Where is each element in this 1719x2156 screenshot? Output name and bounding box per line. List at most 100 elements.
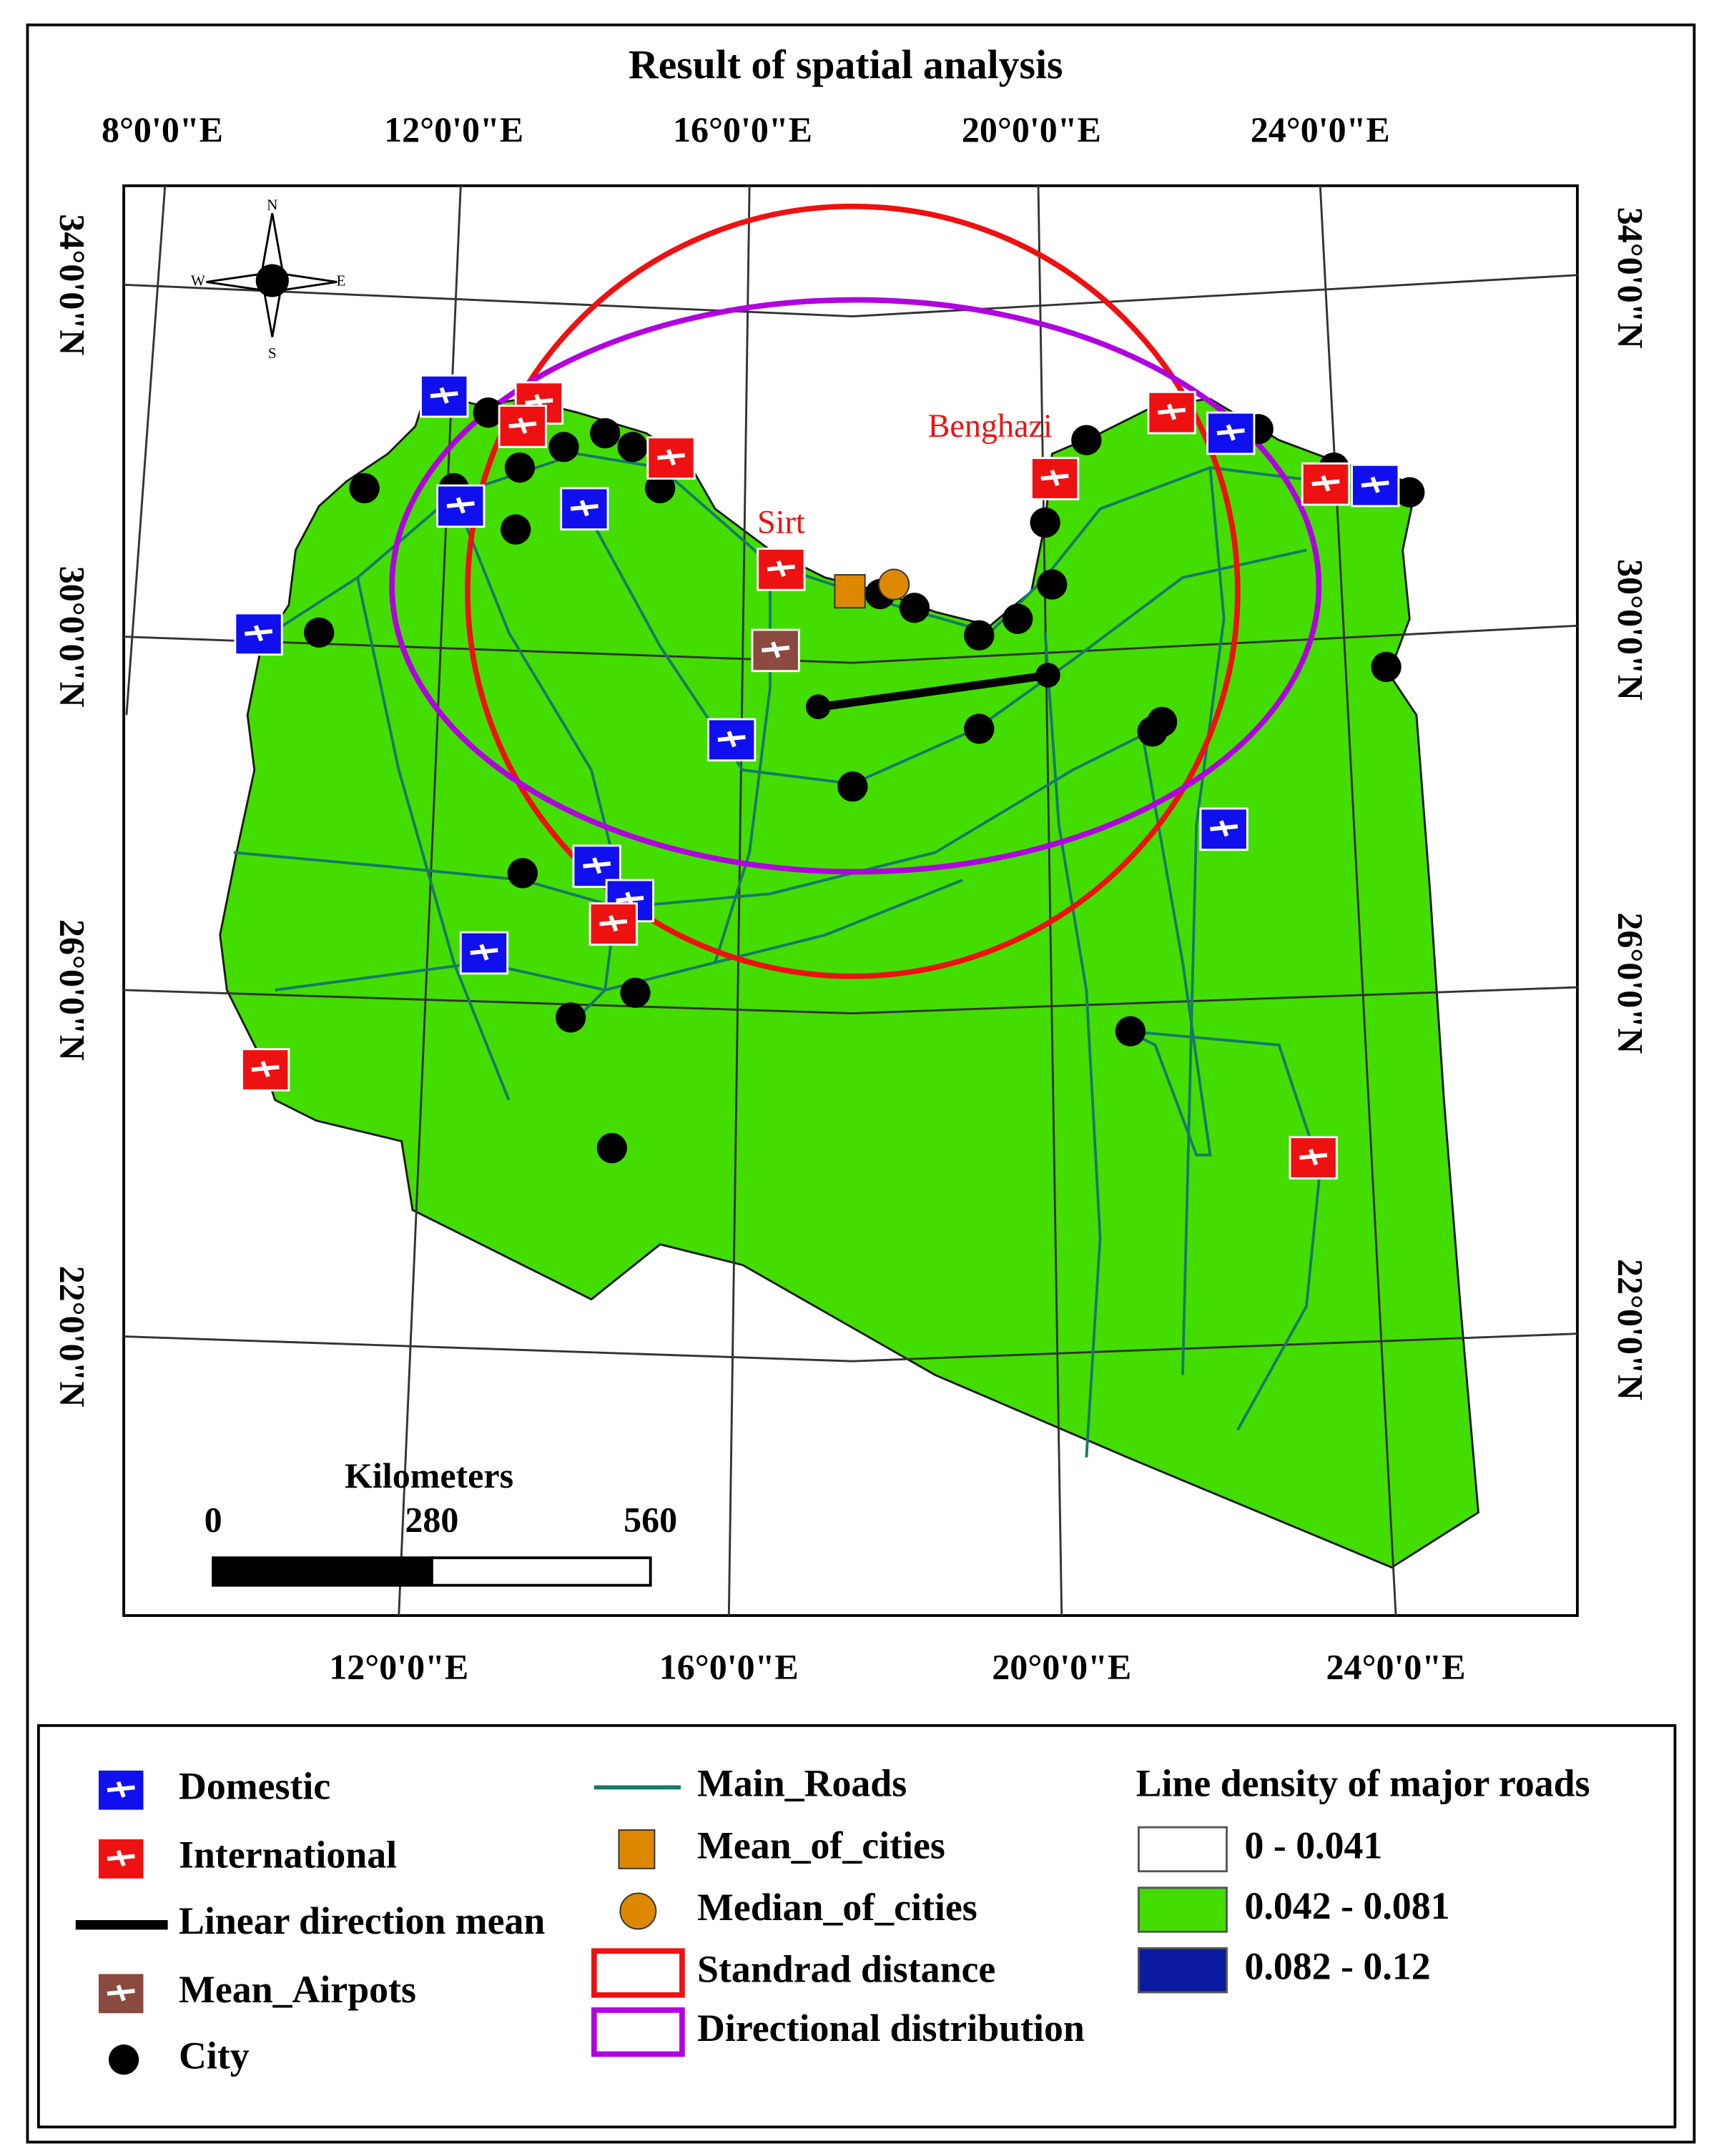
- legend-label: City: [179, 2034, 250, 2077]
- longitude-label: 16°0'0"E: [673, 109, 812, 149]
- city-point: [899, 593, 930, 623]
- airport-icon: [717, 731, 746, 748]
- latitude-label: 26°0'0"N: [53, 919, 93, 1061]
- direction-end: [805, 694, 831, 720]
- density-title: Line density of major roads: [1136, 1762, 1590, 1805]
- legend-label: International: [179, 1834, 397, 1876]
- main-road: [576, 494, 977, 786]
- airport-icon: [107, 1849, 135, 1866]
- city-point: [1115, 1016, 1146, 1047]
- airport-icon: [657, 449, 686, 466]
- city-point: [555, 1002, 586, 1033]
- city-point: [473, 397, 503, 428]
- city-point: [304, 617, 335, 648]
- compass-letter: N: [267, 197, 277, 214]
- city-point: [504, 452, 536, 483]
- scale-bar-black: [212, 1556, 433, 1587]
- legend-label: Linear direction mean: [179, 1899, 545, 1942]
- main-road: [714, 563, 772, 964]
- airport-icon: [583, 857, 611, 874]
- legend-international-icon: [97, 1837, 146, 1881]
- median-of-cities: [877, 568, 910, 600]
- latitude-label: 34°0'0"N: [53, 214, 93, 355]
- standard-distance-circle: [465, 203, 1241, 979]
- longitude-line: [727, 185, 751, 1616]
- main-road: [1181, 467, 1226, 1375]
- scale-tick-label: 280: [405, 1500, 458, 1540]
- domestic-airport: [436, 484, 486, 528]
- city-point: [620, 977, 651, 1008]
- legend-label: Domestic: [179, 1765, 330, 1808]
- linear-direction-mean: [810, 669, 1060, 713]
- airport-icon: [446, 497, 475, 514]
- airport-icon: [1361, 476, 1389, 493]
- legend-frame: [36, 1724, 1677, 2129]
- place-label: Benghazi: [928, 407, 1053, 444]
- longitude-line: [398, 185, 462, 1616]
- longitude-line: [1319, 185, 1397, 1616]
- directional-distribution-ellipse: [389, 297, 1322, 875]
- city-point: [1071, 425, 1102, 455]
- city-point: [837, 771, 868, 802]
- density-swatch: [1137, 1947, 1228, 1994]
- legend-city-icon: [108, 2044, 139, 2075]
- longitude-label: 12°0'0"E: [329, 1646, 468, 1686]
- density-class-label: 0.082 - 0.12: [1244, 1945, 1430, 1988]
- main-road: [275, 879, 963, 992]
- direction-end: [1035, 663, 1060, 688]
- legend-label: Mean_of_cities: [697, 1824, 945, 1866]
- scale-tick-label: 560: [624, 1500, 677, 1540]
- legend-label: Directional distribution: [697, 2007, 1085, 2049]
- airport-icon: [767, 560, 795, 578]
- latitude-label: 30°0'0"N: [53, 566, 93, 708]
- airport-icon: [430, 387, 458, 404]
- airport-icon: [1158, 403, 1186, 420]
- legend-label: Median_of_cities: [697, 1886, 977, 1929]
- longitude-line: [1037, 185, 1063, 1616]
- longitude-line: [125, 185, 167, 716]
- airport-icon: [599, 915, 628, 932]
- city-point: [1394, 477, 1425, 508]
- longitude-label: 20°0'0"E: [992, 1646, 1131, 1686]
- place-label: Sirt: [757, 503, 805, 540]
- city-point: [644, 473, 676, 504]
- legend-standard-distance-icon: [591, 1948, 685, 1998]
- legend-label: Main_Roads: [697, 1762, 907, 1805]
- main-road: [233, 727, 1156, 909]
- compass-letter: E: [336, 272, 345, 289]
- city-point: [349, 473, 380, 504]
- longitude-label: 12°0'0"E: [384, 109, 523, 149]
- city-point: [617, 432, 648, 463]
- latitude-label: 26°0'0"N: [1611, 912, 1651, 1054]
- longitude-label: 24°0'0"E: [1326, 1646, 1466, 1686]
- density-class-label: 0 - 0.041: [1244, 1824, 1382, 1866]
- airport-icon: [107, 1781, 135, 1798]
- latitude-label: 34°0'0"N: [1611, 207, 1651, 349]
- density-swatch: [1137, 1826, 1228, 1873]
- legend-mean-cities-icon: [618, 1829, 656, 1869]
- legend-label: Standrad distance: [697, 1947, 995, 1990]
- legend-directional-icon: [591, 2007, 685, 2057]
- latitude-line: [124, 274, 1577, 317]
- map-content: N S W E Benghazi Sirt 8°0'0"E 12°0'0"E 16°0'0"E 2…: [53, 109, 1651, 1686]
- legend-median-cities-icon: [619, 1892, 657, 1930]
- compass-letter: S: [268, 345, 277, 362]
- city-point: [964, 620, 995, 651]
- city-point: [590, 417, 621, 449]
- longitude-label: 24°0'0"E: [1251, 109, 1390, 149]
- latitude-label: 22°0'0"N: [1611, 1259, 1651, 1400]
- latitude-line: [124, 986, 1577, 1015]
- international-airport: [588, 902, 638, 946]
- latitude-line: [124, 1332, 1577, 1363]
- city-point: [964, 713, 995, 744]
- latitude-label: 22°0'0"N: [53, 1266, 93, 1408]
- airport-icon: [245, 625, 273, 642]
- city-point: [1371, 651, 1402, 683]
- airport-icon: [1040, 469, 1069, 487]
- scale-unit: Kilometers: [345, 1455, 513, 1495]
- airport-icon: [1311, 475, 1340, 492]
- main-road: [356, 577, 511, 1101]
- main-road: [1127, 728, 1212, 1157]
